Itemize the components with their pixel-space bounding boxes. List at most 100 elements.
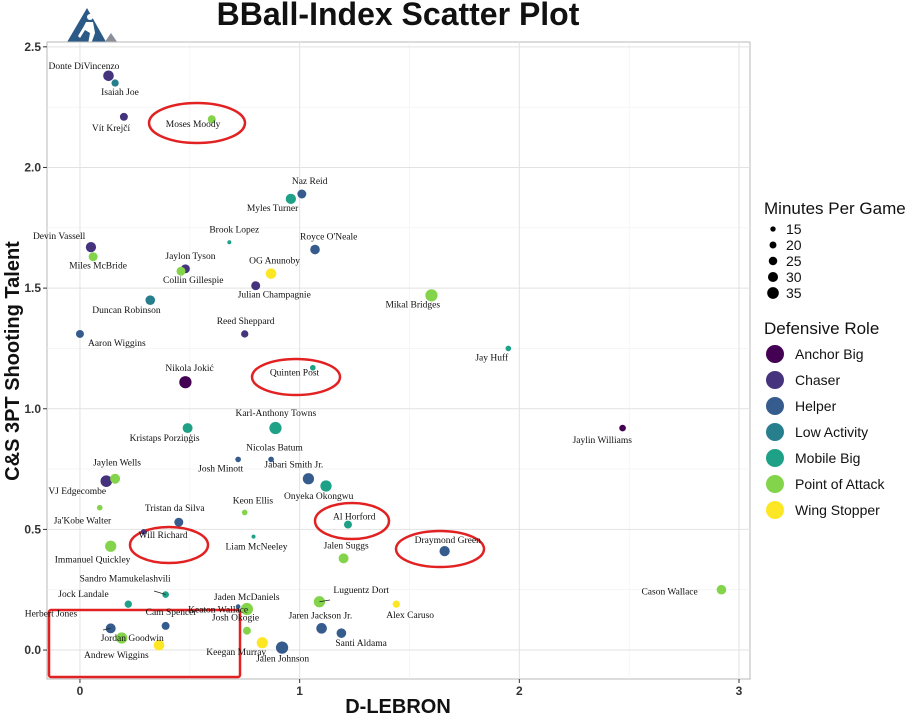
label-jaden-mcdaniels: Jaden McDaniels: [214, 593, 280, 603]
y-axis-title: C&S 3PT Shooting Talent: [2, 241, 24, 481]
point-aaron-wiggins: [75, 329, 84, 338]
plot-area: [46, 41, 751, 680]
highlight-moses-moody: [147, 101, 247, 145]
point-jabari-smith-jr: [302, 473, 315, 485]
point-keegan-murray: [256, 637, 268, 649]
y-tick-label: 1.5: [24, 281, 41, 295]
point-kristaps-porzingis: [182, 423, 193, 434]
label-liam-mcneeley: Liam McNeeley: [226, 543, 288, 553]
label-duncan-robinson: Duncan Robinson: [92, 306, 161, 316]
label-ja-kobe-walter: Ja'Kobe Walter: [54, 517, 112, 527]
label-devin-vassell: Devin Vassell: [33, 232, 86, 242]
point-mikal-bridges: [425, 289, 438, 302]
label-collin-gillespie: Collin Gillespie: [163, 276, 223, 286]
leader-herbert-jones: [102, 627, 111, 631]
point-will-richard: [140, 528, 147, 535]
label-jordan-goodwin: Jordan Goodwin: [101, 634, 164, 644]
point-karl-anthony-towns: [269, 421, 282, 435]
label-mikal-bridges: Mikal Bridges: [385, 300, 440, 310]
legend-swatch-wing-stopper: [766, 501, 784, 519]
point-ja-kobe-walter: [96, 504, 103, 511]
point-jaylen-wells: [110, 473, 121, 484]
label-nikola-jokic: Nikola Jokić: [165, 364, 213, 374]
label-jaylon-tyson: Jaylon Tyson: [165, 252, 215, 262]
x-tick-label: 3: [736, 684, 743, 698]
x-tick-label: 2: [516, 684, 523, 698]
point-naz-reid: [297, 189, 307, 199]
label-karl-anthony-towns: Karl-Anthony Towns: [235, 409, 316, 419]
highlight-quinten-post: [250, 357, 342, 397]
label-miles-mcbride: Miles McBride: [69, 262, 127, 272]
legend-label-anchor-big: Anchor Big: [795, 346, 863, 362]
grid-lines: [47, 42, 750, 679]
point-cam-spencer: [161, 621, 170, 630]
point-draymond-green: [439, 545, 450, 557]
label-quinten-post: Quinten Post: [270, 369, 320, 379]
label-santi-aldama: Santi Aldama: [335, 639, 387, 649]
highlight-al-horford: [313, 501, 391, 541]
label-kristaps-porzingis: Kristaps Porziņģis: [130, 433, 200, 444]
legend-size-swatch: [767, 271, 779, 283]
point-josh-minott: [235, 456, 241, 463]
point-devin-vassell: [85, 241, 97, 253]
point-isaiah-joe: [111, 79, 119, 87]
label-keaton-wallace: Keaton Wallace: [188, 606, 248, 616]
point-keon-ellis: [241, 509, 248, 516]
legend-swatch-low-activity: [766, 423, 784, 441]
label-jaren-jackson-jr: Jaren Jackson Jr.: [289, 611, 353, 621]
label-cam-spencer: Cam Spencer: [146, 608, 198, 618]
legend-role-title: Defensive Role: [764, 319, 879, 338]
label-josh-minott: Josh Minott: [198, 464, 243, 474]
point-liam-mcneeley: [251, 534, 256, 539]
point-og-anunoby: [265, 268, 277, 279]
legend-swatch-mobile-big: [766, 449, 784, 467]
point-jaden-mcdaniels: [240, 602, 254, 616]
point-vit-krejci: [119, 112, 128, 121]
x-axis-title: D-LEBRON: [345, 696, 451, 718]
label-luguentz-dort: Luguentz Dort: [333, 586, 389, 596]
label-naz-reid: Naz Reid: [292, 177, 328, 187]
label-keegan-murray: Keegan Murray: [206, 648, 266, 658]
point-brook-lopez: [227, 240, 232, 245]
point-josh-okogie: [242, 626, 251, 635]
label-cason-wallace: Cason Wallace: [641, 588, 697, 598]
label-vit-krejci: Vít Krejčí: [92, 124, 131, 134]
x-tick-label: 1: [296, 684, 303, 698]
label-myles-turner: Myles Turner: [247, 204, 299, 214]
highlight-draymond-green: [394, 529, 486, 569]
legend-label-point-of-attack: Point of Attack: [795, 476, 885, 492]
label-donte-divincenzo: Donte DiVincenzo: [49, 62, 120, 72]
legend-size-swatch: [768, 256, 778, 266]
label-immanuel-quickley: Immanuel Quickley: [55, 555, 131, 565]
point-jalen-suggs: [338, 553, 349, 564]
point-julian-champagnie: [251, 281, 261, 291]
legend-size-title: Minutes Per Game: [764, 199, 906, 218]
y-tick-label: 2.0: [24, 160, 41, 174]
legend-swatch-helper: [766, 397, 784, 415]
label-reed-sheppard: Reed Sheppard: [217, 317, 275, 327]
label-herbert-jones: Herbert Jones: [25, 609, 78, 619]
label-og-anunoby: OG Anunoby: [249, 257, 300, 267]
legend-size-swatch: [769, 241, 777, 249]
legend-size-label: 30: [786, 269, 802, 285]
label-jay-huff: Jay Huff: [475, 352, 509, 363]
legend-swatch-chaser: [766, 371, 784, 389]
highlight-will-richard: [128, 525, 210, 565]
point-jock-landale: [124, 600, 132, 608]
legend-label-helper: Helper: [795, 398, 837, 414]
legend-size-label: 25: [786, 253, 802, 269]
point-vj-edgecombe: [100, 475, 113, 487]
label-andrew-wiggins: Andrew Wiggins: [84, 651, 149, 661]
legend-label-wing-stopper: Wing Stopper: [795, 502, 880, 518]
leader-luguentz-dort: [319, 599, 331, 603]
label-vj-edgecombe: VJ Edgecombe: [48, 487, 106, 497]
label-draymond-green: Draymond Green: [415, 536, 481, 546]
point-jalen-johnson: [275, 641, 289, 654]
label-moses-moody: Moses Moody: [166, 120, 221, 130]
label-josh-okogie: Josh Okogie: [212, 614, 259, 624]
point-andrew-wiggins: [153, 639, 165, 651]
legend-size-label: 20: [786, 237, 802, 253]
point-moses-moody: [207, 115, 216, 124]
legend-size-label: 35: [786, 285, 802, 301]
point-royce-o-neale: [310, 244, 320, 255]
